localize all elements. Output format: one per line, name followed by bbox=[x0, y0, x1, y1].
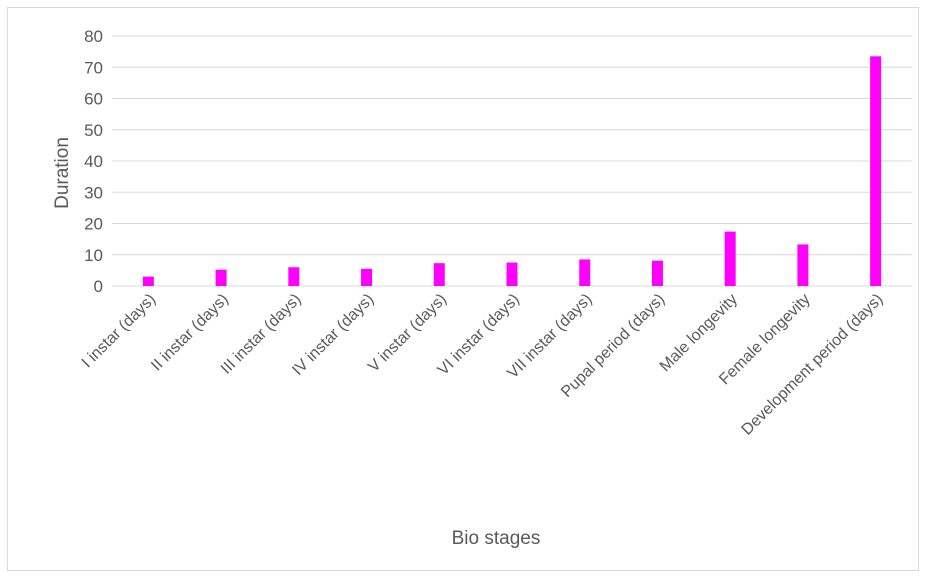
bar-5 bbox=[434, 263, 445, 286]
y-tick-label-30: 30 bbox=[84, 183, 103, 202]
y-tick-label-0: 0 bbox=[94, 277, 103, 296]
gridlines bbox=[112, 36, 912, 286]
bar-6 bbox=[507, 263, 518, 286]
chart-frame: 0 10 20 30 40 50 60 70 80 I instar (days) II inst… bbox=[7, 7, 919, 571]
x-tick-label-2: II instar (days) bbox=[148, 291, 232, 375]
bar-9 bbox=[725, 232, 736, 286]
chart-svg: 0 10 20 30 40 50 60 70 80 I instar (days)II inst… bbox=[8, 8, 920, 572]
bars bbox=[143, 56, 881, 286]
bar-10 bbox=[797, 244, 808, 286]
bar-4 bbox=[361, 269, 372, 286]
y-tick-label-80: 80 bbox=[84, 27, 103, 46]
bar-11 bbox=[870, 56, 881, 286]
y-tick-labels: 0 10 20 30 40 50 60 70 80 bbox=[84, 27, 103, 296]
bar-1 bbox=[143, 277, 154, 286]
bar-7 bbox=[579, 259, 590, 286]
bar-8 bbox=[652, 261, 663, 286]
y-tick-label-60: 60 bbox=[84, 90, 103, 109]
x-axis-title: Bio stages bbox=[452, 528, 541, 549]
y-tick-label-10: 10 bbox=[84, 246, 103, 265]
y-tick-label-40: 40 bbox=[84, 152, 103, 171]
y-tick-label-50: 50 bbox=[84, 121, 103, 140]
x-tick-labels: I instar (days)II instar (days)III insta… bbox=[79, 291, 887, 439]
bar-2 bbox=[216, 270, 227, 286]
bar-3 bbox=[288, 267, 299, 286]
x-tick-label-1: I instar (days) bbox=[79, 291, 160, 372]
y-tick-label-70: 70 bbox=[84, 58, 103, 77]
x-tick-label-9: Male longevity bbox=[657, 291, 741, 375]
x-tick-label-11: Development period (days) bbox=[739, 291, 887, 439]
y-axis-title: Duration bbox=[52, 137, 73, 209]
y-tick-label-20: 20 bbox=[84, 215, 103, 234]
